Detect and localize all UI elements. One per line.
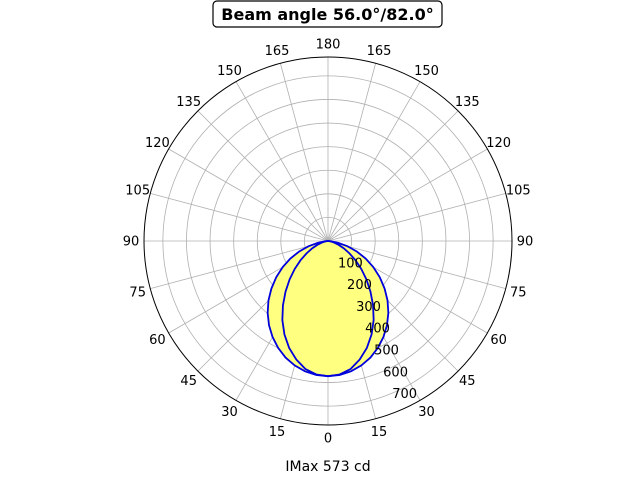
angle-tick-label: 165 — [367, 44, 392, 59]
radial-tick-label: 200 — [347, 278, 372, 293]
angle-tick-label: 120 — [145, 136, 170, 151]
x-axis-label: IMax 573 cd — [285, 459, 370, 475]
angle-tick-label: 150 — [217, 64, 242, 79]
angle-tick-label: 180 — [316, 38, 341, 53]
angle-tick-label: 120 — [486, 136, 511, 151]
grid-spoke — [327, 63, 377, 242]
angle-tick-label: 60 — [149, 333, 166, 348]
radial-tick-label: 700 — [392, 387, 417, 402]
polar-outer-circle — [143, 56, 513, 426]
grid-spoke — [150, 240, 329, 290]
radial-tick-labels: 100 200 300 400 500 600 700 — [338, 256, 417, 402]
angle-tick-label: 60 — [490, 333, 507, 348]
angle-tick-label: 90 — [517, 235, 534, 250]
title-box — [212, 0, 443, 28]
angle-tick-label: 105 — [506, 184, 531, 199]
beam-curve-outer — [266, 240, 390, 378]
grid-spoke — [197, 110, 329, 242]
grid-spoke — [150, 192, 329, 242]
grid-spoke — [327, 240, 506, 290]
chart-title: Beam angle 56.0°/82.0° — [221, 5, 433, 24]
radial-tick-label: 100 — [338, 256, 363, 271]
angle-tick-label: 150 — [414, 64, 439, 79]
angle-tick-label: 30 — [418, 405, 435, 420]
angle-tick-label: 90 — [123, 235, 140, 250]
grid-spoke — [327, 110, 459, 242]
grid-spoke — [327, 81, 421, 242]
angle-tick-label: 135 — [455, 95, 480, 110]
grid-spoke — [327, 148, 488, 242]
beam-curve-layer — [143, 56, 513, 426]
angle-tick-label: 165 — [265, 44, 290, 59]
beam-fill-outer — [267, 241, 389, 377]
angle-tick-label: 75 — [129, 285, 146, 300]
angle-tick-labels: 180 1651501351201059075604530150153045607… — [123, 38, 534, 447]
angle-tick-label: 0 — [324, 432, 332, 447]
angle-tick-label: 75 — [510, 285, 527, 300]
radial-tick-label: 600 — [383, 365, 408, 380]
radial-tick-label: 400 — [365, 322, 390, 337]
grid-spoke — [279, 63, 329, 242]
angle-tick-label: 105 — [125, 184, 150, 199]
grid-spoke — [327, 192, 506, 242]
beam-fill-layer — [267, 241, 389, 377]
angle-tick-label: 45 — [459, 374, 476, 389]
angle-tick-label: 45 — [180, 374, 197, 389]
angle-tick-label: 15 — [269, 425, 286, 440]
grid-spoke — [168, 148, 329, 242]
angle-tick-label: 15 — [371, 425, 388, 440]
angle-tick-label: 30 — [221, 405, 238, 420]
angle-tick-label: 135 — [176, 95, 201, 110]
grid-spoke — [235, 81, 329, 242]
radial-tick-label: 300 — [356, 300, 381, 315]
radial-tick-label: 500 — [374, 343, 399, 358]
